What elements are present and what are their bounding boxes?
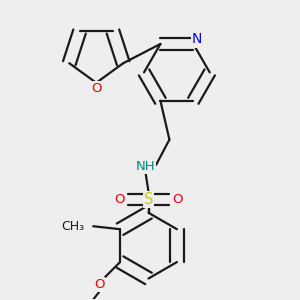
Text: O: O [172, 193, 183, 206]
Text: O: O [91, 82, 101, 95]
Text: O: O [114, 193, 125, 206]
Text: N: N [192, 32, 202, 46]
Text: O: O [94, 278, 104, 291]
Text: NH: NH [136, 160, 155, 173]
Text: CH₃: CH₃ [61, 220, 84, 233]
Text: S: S [144, 192, 153, 207]
